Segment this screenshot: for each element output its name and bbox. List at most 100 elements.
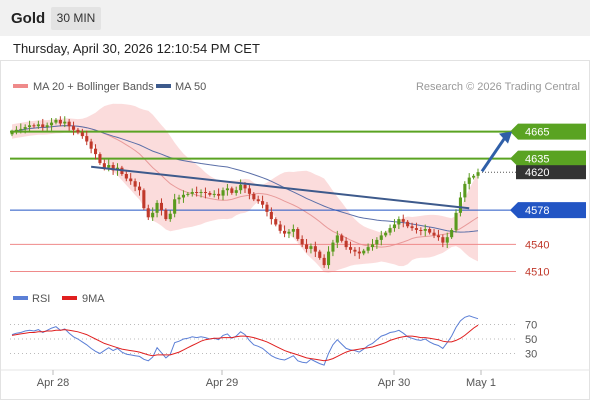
candle	[186, 192, 190, 197]
candle	[362, 248, 366, 256]
candle-body	[419, 230, 423, 231]
candle	[463, 181, 467, 202]
candle-body	[467, 177, 471, 184]
candle-body	[230, 188, 234, 193]
candle	[366, 243, 370, 254]
bb-legend-swatch	[13, 84, 28, 88]
candle	[10, 129, 14, 137]
candle-body	[155, 202, 159, 213]
candle	[278, 220, 282, 234]
candle-body	[335, 235, 339, 243]
candle-body	[190, 192, 194, 194]
candle	[85, 130, 89, 146]
candle-body	[274, 219, 278, 225]
candle	[67, 118, 71, 131]
candle	[344, 237, 348, 250]
candle-body	[212, 193, 216, 195]
candle	[291, 224, 295, 238]
candle-body	[256, 199, 260, 202]
candle-body	[173, 199, 177, 214]
candle-body	[432, 232, 436, 236]
candle	[19, 123, 23, 134]
candle-body	[261, 201, 265, 205]
candle-body	[23, 127, 27, 129]
candle	[36, 120, 40, 129]
trendline	[91, 165, 470, 210]
rsi-tick-label-50: 50	[525, 334, 537, 346]
current-price-label: 4620	[525, 167, 549, 179]
candle	[406, 220, 410, 229]
candle	[32, 123, 36, 128]
rsi-tick-label-70: 70	[525, 320, 537, 332]
level-label-4510: 4510	[525, 266, 549, 278]
current-price-tag	[516, 165, 586, 180]
candle	[124, 170, 128, 182]
candle-body	[401, 219, 405, 222]
candle	[371, 238, 375, 251]
candle	[72, 121, 76, 136]
candle-body	[283, 230, 287, 234]
candle	[94, 144, 98, 160]
forecast-arrow-head	[499, 131, 512, 144]
candle	[41, 118, 45, 131]
candle-body	[366, 247, 370, 251]
candle-body	[265, 204, 269, 212]
candle	[63, 116, 67, 128]
candle-body	[322, 257, 326, 266]
candle	[353, 247, 357, 257]
candle	[384, 230, 388, 238]
candle-body	[291, 229, 295, 232]
candle-body	[142, 190, 146, 209]
candle-body	[362, 250, 366, 254]
candle-body	[331, 242, 335, 252]
candle-body	[107, 165, 111, 168]
candle	[476, 168, 480, 179]
candle	[327, 246, 331, 269]
candle	[98, 152, 102, 165]
candle	[375, 237, 379, 249]
candle-body	[54, 119, 58, 123]
level-tag-4578	[510, 202, 586, 219]
rsi-line	[11, 315, 479, 366]
time-axis: Apr 28 Apr 29 Apr 30 May 1	[37, 370, 496, 389]
candle-body	[72, 126, 76, 130]
candle-body	[10, 131, 14, 135]
candle	[14, 126, 18, 135]
timeframe-badge[interactable]: 30 MIN	[51, 7, 101, 30]
candle-body	[406, 221, 410, 227]
candle	[155, 200, 159, 218]
candle-body	[344, 240, 348, 248]
bb-legend-label: MA 20 + Bollinger Bands	[33, 81, 154, 93]
candle	[305, 238, 309, 253]
candle	[199, 189, 203, 198]
candle-body	[357, 251, 361, 254]
candle-body	[221, 190, 225, 196]
candle	[50, 118, 54, 131]
candle	[331, 239, 335, 257]
candle	[467, 173, 471, 190]
forecast-arrow-shaft	[480, 136, 507, 173]
candle-body	[349, 247, 353, 250]
candle-body	[309, 246, 313, 249]
candle	[309, 243, 313, 254]
ma50-line	[11, 125, 479, 233]
candle	[159, 198, 163, 216]
candle-body	[353, 249, 357, 252]
candle	[265, 201, 269, 217]
candle	[335, 230, 339, 248]
candle	[423, 224, 427, 237]
candle	[252, 192, 256, 202]
ma50-legend-swatch	[156, 84, 171, 88]
candle-body	[138, 186, 142, 191]
candle-body	[379, 235, 383, 240]
candle	[133, 178, 137, 192]
candle-body	[41, 124, 45, 128]
candle-body	[239, 184, 243, 191]
candle-body	[296, 229, 300, 239]
candle-body	[313, 246, 317, 252]
candle	[146, 204, 150, 221]
candle-body	[340, 235, 344, 241]
candle	[89, 138, 93, 154]
candle	[428, 227, 432, 235]
